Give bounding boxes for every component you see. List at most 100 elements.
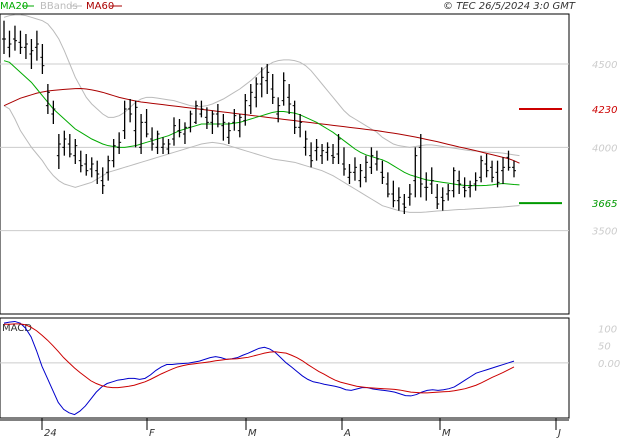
- ohlc-bar: [396, 187, 401, 211]
- ohlc-bar: [172, 117, 176, 146]
- ohlc-bar: [89, 157, 94, 178]
- ohlc-bar: [446, 184, 451, 201]
- ohlc-bar: [479, 155, 484, 183]
- ohlc-bar: [188, 110, 193, 133]
- ohlc-bar: [298, 114, 303, 138]
- price-panel: 3500 4000 4500 4230 3665: [0, 13, 617, 315]
- ohlc-bar: [374, 150, 379, 171]
- ohlc-bar: [457, 170, 462, 194]
- ohlc-bar: [281, 72, 286, 106]
- ohlc-bar: [215, 104, 220, 128]
- macd-series-line: [4, 323, 515, 394]
- ohlc-bar: [161, 137, 166, 154]
- ma60-line: [3, 87, 520, 164]
- price-y-tick-label: 4500: [592, 60, 617, 71]
- ohlc-bar: [325, 142, 330, 161]
- ohlc-bar: [265, 64, 270, 94]
- ohlc-bar: [363, 155, 368, 183]
- ohlc-bar: [62, 130, 67, 156]
- ohlc-bar: [451, 167, 456, 198]
- ohlc-bar: [270, 74, 275, 104]
- ohlc-bar: [56, 134, 61, 169]
- ohlc-bar: [29, 39, 34, 69]
- ohlc-bar: [418, 134, 423, 198]
- x-tick-label: M: [442, 428, 451, 439]
- ohlc-bar: [380, 160, 385, 184]
- macd-panel-frame: [0, 317, 570, 419]
- price-level-label: 3665: [592, 199, 617, 210]
- ohlc-bar: [440, 187, 445, 211]
- ohlc-bar: [182, 122, 187, 144]
- bband-lower-line: [3, 105, 520, 213]
- price-y-tick-label: 4000: [592, 143, 617, 154]
- macd-y-axis: 100 50 0.00: [598, 324, 620, 369]
- ohlc-bar: [2, 20, 6, 54]
- ohlc-bar: [506, 150, 511, 171]
- ohlc-bar: [166, 139, 171, 154]
- ohlc-bar: [18, 30, 23, 54]
- x-tick-label: 24: [44, 428, 57, 439]
- ohlc-bar: [248, 84, 253, 114]
- ohlc-bar: [177, 119, 182, 138]
- ohlc-bar: [106, 155, 111, 181]
- ohlc-bar: [462, 177, 467, 198]
- ohlc-bar: [84, 154, 89, 176]
- ohlc-bar: [468, 180, 473, 198]
- ohlc-bar: [232, 109, 237, 131]
- ohlc-bar: [473, 172, 478, 191]
- copyright-text: © TEC 26/5/2024 3:0 GMT: [443, 1, 576, 12]
- legend-label-ma20: MA20: [0, 1, 28, 12]
- ohlc-bar: [133, 100, 138, 148]
- ohlc-bar: [78, 150, 83, 173]
- ohlc-bar: [424, 172, 429, 201]
- ohlc-bar: [199, 100, 204, 118]
- x-tick-label: A: [343, 428, 351, 439]
- macd-y-tick-label: 0.00: [598, 359, 620, 370]
- ohlc-bar: [484, 154, 489, 178]
- ohlc-bar: [501, 157, 506, 184]
- ohlc-bar: [34, 30, 39, 61]
- macd-panel: MACD 100 50 0.00: [0, 317, 620, 419]
- ohlc-bar: [150, 127, 155, 151]
- ohlc-bar: [67, 134, 72, 158]
- ohlc-bar: [292, 100, 297, 134]
- price-level-label: 4230: [592, 105, 617, 116]
- ohlc-bar: [331, 144, 336, 164]
- ohlc-bar: [12, 25, 17, 51]
- ohlc-bar: [259, 67, 264, 98]
- ohlc-bar: [402, 194, 407, 214]
- price-y-axis: 3500 4000 4500: [592, 60, 617, 238]
- ohlc-bar: [495, 160, 500, 188]
- ohlc-bar: [40, 44, 45, 74]
- ohlc-bar: [358, 164, 363, 188]
- ohlc-bar: [429, 167, 434, 194]
- ohlc-bar: [7, 30, 12, 58]
- ohlc-bar: [193, 100, 198, 124]
- ohlc-bar: [139, 114, 144, 154]
- ohlc-bar: [490, 160, 495, 183]
- ohlc-bar: [407, 184, 412, 206]
- ohlc-bar: [155, 130, 160, 154]
- ohlc-bar: [314, 139, 319, 161]
- legend-label-bbands: BBands: [40, 1, 78, 12]
- ohlc-bar: [221, 114, 226, 141]
- x-tick-label: J: [556, 428, 561, 439]
- price-panel-frame: [0, 13, 570, 315]
- macd-title: MACD: [2, 323, 32, 334]
- ohlc-bar: [435, 184, 440, 209]
- ohlc-bar: [385, 172, 390, 198]
- legend-label-ma60: MA60: [86, 1, 114, 12]
- ohlc-bar: [45, 84, 50, 114]
- ohlc-bar: [100, 167, 105, 194]
- ohlc-bar: [276, 97, 281, 123]
- macd-series: [3, 320, 515, 416]
- ohlc-bar: [226, 122, 231, 144]
- ohlc-bar: [391, 180, 396, 208]
- x-tick-label: M: [248, 428, 257, 439]
- ohlc-bar: [237, 114, 242, 138]
- ohlc-bar: [128, 99, 133, 123]
- ohlc-bar: [111, 139, 116, 168]
- ohlc-bar: [73, 139, 78, 164]
- ohlc-bar: [413, 147, 418, 198]
